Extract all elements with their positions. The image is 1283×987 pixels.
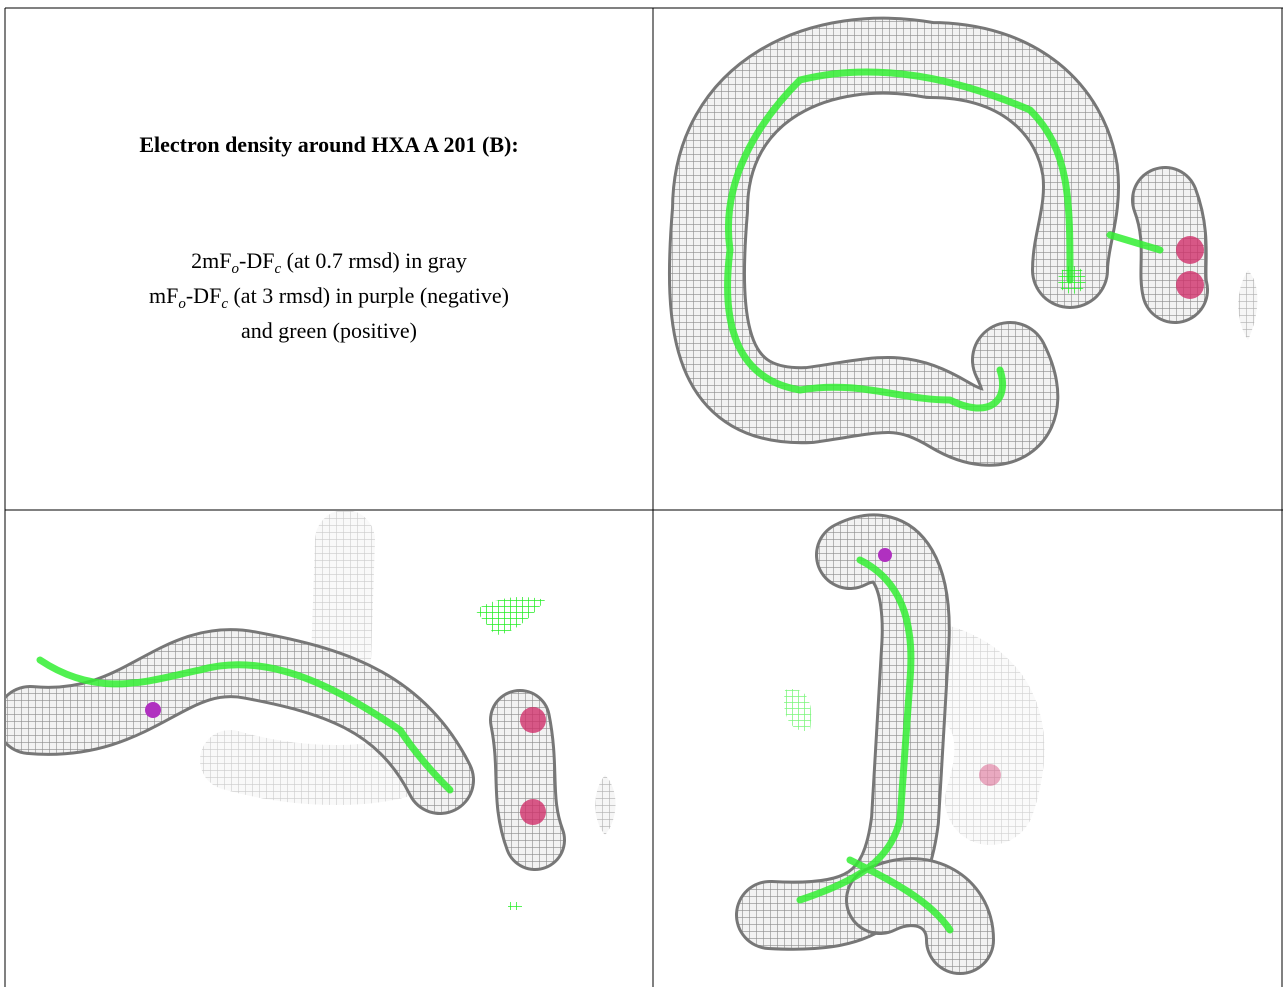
subscript: o xyxy=(232,261,240,277)
atom-model xyxy=(796,556,954,934)
positive-blob xyxy=(475,597,545,635)
caption-text: mF xyxy=(149,283,178,308)
negative-blob xyxy=(145,702,161,718)
negative-blob xyxy=(878,548,892,562)
caption-text: -DF xyxy=(239,248,274,273)
mesh-fragment xyxy=(595,775,616,835)
mesh-tube xyxy=(670,19,1117,464)
mesh-tube xyxy=(1134,169,1206,321)
caption-text: (at 3 rmsd) in purple (negative) xyxy=(228,283,509,308)
subscript: c xyxy=(221,296,228,312)
mesh-tube-faint xyxy=(895,625,1045,845)
caption-line: 2mFo-DFc (at 0.7 rmsd) in gray xyxy=(191,248,467,277)
caption-line: and green (positive) xyxy=(241,318,417,343)
negative-blob xyxy=(520,707,546,733)
subscript: o xyxy=(178,296,186,312)
caption-line: mFo-DFc (at 3 rmsd) in purple (negative) xyxy=(149,283,509,312)
atom-model xyxy=(36,656,454,794)
mesh-tube xyxy=(492,692,563,868)
density-view-3 xyxy=(735,513,1045,975)
caption: Electron density around HXA A 201 (B): 2… xyxy=(139,132,518,343)
mesh-fragment xyxy=(1238,270,1258,340)
atom-model xyxy=(1106,231,1164,254)
positive-blob xyxy=(784,689,812,731)
positive-blob xyxy=(508,902,522,910)
caption-text: 2mF xyxy=(191,248,231,273)
subscript: c xyxy=(274,261,281,277)
negative-blob xyxy=(979,764,1001,786)
atom-model xyxy=(724,68,1074,412)
negative-blob xyxy=(520,799,546,825)
mesh-tube xyxy=(848,860,992,972)
positive-blob xyxy=(1058,266,1086,294)
negative-blob xyxy=(1176,236,1204,264)
caption-title: Electron density around HXA A 201 (B): xyxy=(139,132,518,157)
density-view-1 xyxy=(667,16,1258,467)
caption-text: (at 0.7 rmsd) in gray xyxy=(281,248,467,273)
caption-text: -DF xyxy=(186,283,221,308)
caption-text: and green (positive) xyxy=(241,318,417,343)
negative-blob xyxy=(1176,271,1204,299)
density-view-2 xyxy=(6,511,616,910)
